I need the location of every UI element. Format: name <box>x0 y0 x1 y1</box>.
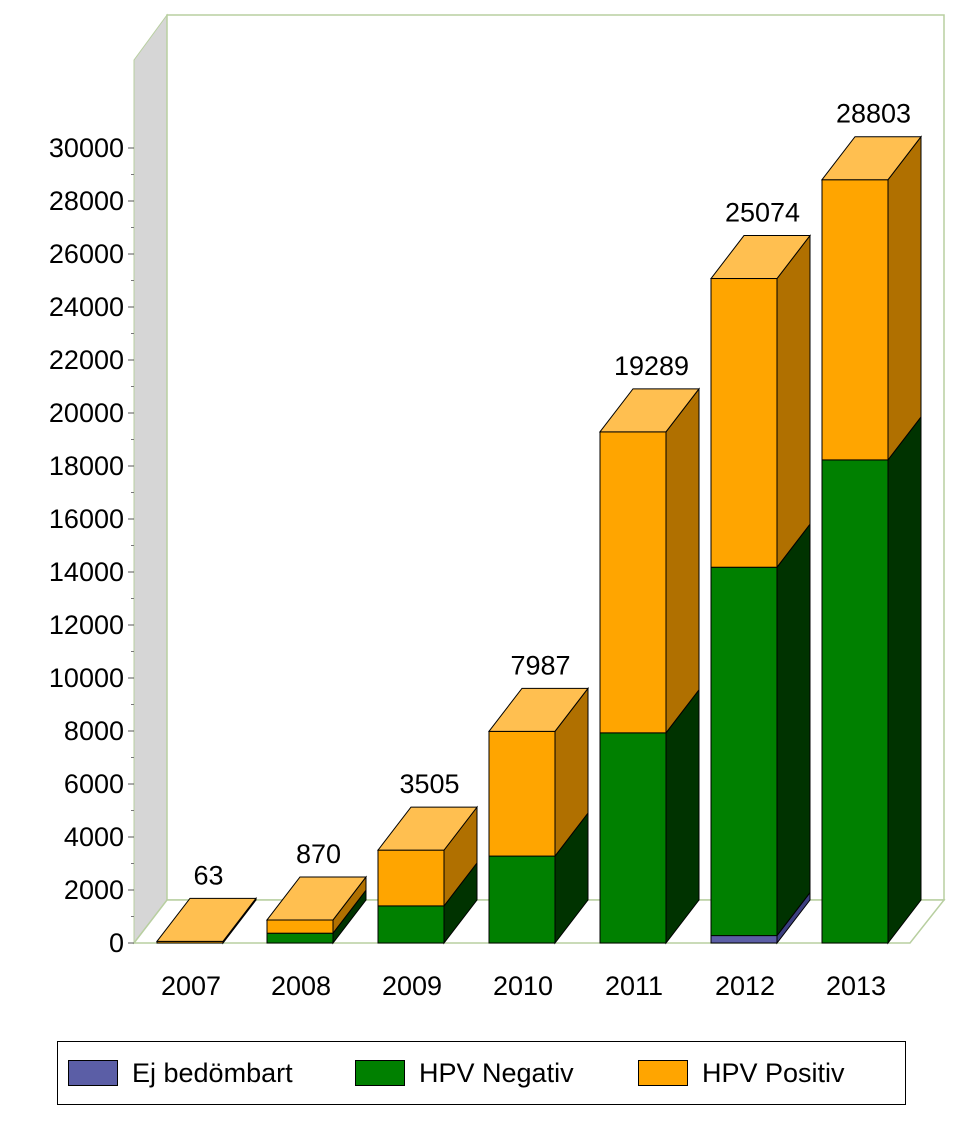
bar-segment-hpv-positiv-2012 <box>710 234 811 569</box>
bars <box>155 135 923 945</box>
stacked-3d-bar-chart: 0 2000 4000 6000 8000 10000 12000 14000 16000 180… <box>49 13 946 1001</box>
x-tick-label: 2011 <box>605 971 663 1001</box>
bar-front-hpv-negativ-2011 <box>599 732 667 944</box>
legend-label-hpv-positiv: HPV Positiv <box>702 1057 845 1088</box>
bar-stack-2008 <box>265 875 368 945</box>
bar-top-2007 <box>155 897 258 942</box>
bar-front-ej-bed-mbart-2012 <box>710 935 778 944</box>
y-tick-label: 14000 <box>49 557 124 587</box>
legend-label-ej-bedombart: Ej bedömbart <box>132 1057 293 1088</box>
y-tick-label: 12000 <box>49 610 124 640</box>
bar-top-2008 <box>265 876 368 921</box>
y-tick-label: 18000 <box>49 451 124 481</box>
legend: Ej bedömbart HPV Negativ HPV Positiv <box>57 1041 906 1105</box>
bar-front-hpv-negativ-2010 <box>488 855 556 944</box>
side-wall <box>133 13 168 945</box>
bar-side-hpv-negativ-2012 <box>776 522 811 938</box>
total-label-2012: 25074 <box>725 198 800 228</box>
bar-stack-2009 <box>376 805 479 945</box>
y-tick-label: 26000 <box>49 239 124 269</box>
bar-stack-2011 <box>598 387 701 945</box>
bar-side-hpv-positiv-2011 <box>665 387 700 735</box>
bar-stack-2007 <box>155 896 258 945</box>
bar-totals: 63 870 3505 7987 19289 25074 28803 <box>193 99 911 891</box>
bar-stack-2013 <box>820 135 923 945</box>
total-label-2008: 870 <box>296 839 341 869</box>
bar-front-hpv-negativ-2009 <box>377 905 445 944</box>
bar-front-hpv-negativ-2012 <box>710 566 778 937</box>
bar-side-hpv-negativ-2011 <box>665 688 700 945</box>
bar-front-hpv-negativ-2013 <box>821 459 889 944</box>
x-tick-label: 2013 <box>826 971 886 1001</box>
bar-stack-2010 <box>487 686 590 945</box>
legend-item-hpv-negativ: HPV Negativ <box>355 1042 574 1104</box>
x-tick-label: 2009 <box>382 971 442 1001</box>
total-label-2007: 63 <box>193 860 223 890</box>
total-label-2010: 7987 <box>510 650 570 680</box>
y-tick-label: 22000 <box>49 345 124 375</box>
y-tick-label: 2000 <box>64 875 124 905</box>
bar-side-hpv-negativ-2013 <box>887 415 922 945</box>
bar-top-2011 <box>598 388 701 433</box>
x-tick-label: 2010 <box>493 971 553 1001</box>
legend-swatch-hpv-negativ <box>355 1060 405 1086</box>
x-tick-label: 2012 <box>715 971 775 1001</box>
total-label-2011: 19289 <box>614 351 689 381</box>
legend-swatch-ej-bedombart <box>68 1060 118 1086</box>
x-tick-label: 2008 <box>271 971 331 1001</box>
bar-front-hpv-positiv-2011 <box>599 431 667 734</box>
legend-swatch-hpv-positiv <box>638 1060 688 1086</box>
y-tick-label: 28000 <box>49 186 124 216</box>
x-tick-label: 2007 <box>161 971 221 1001</box>
y-tick-label: 16000 <box>49 504 124 534</box>
total-label-2013: 28803 <box>836 99 911 129</box>
y-tick-label: 20000 <box>49 398 124 428</box>
bar-top-2010 <box>487 687 590 732</box>
bar-top-2009 <box>376 806 479 851</box>
y-tick-label: 6000 <box>64 769 124 799</box>
bar-segment-hpv-positiv-2013 <box>821 135 922 462</box>
bar-segment-hpv-positiv-2009 <box>377 805 478 908</box>
legend-item-hpv-positiv: HPV Positiv <box>638 1042 845 1104</box>
bar-top-2013 <box>820 136 923 181</box>
bar-front-hpv-positiv-2008 <box>266 919 334 934</box>
bar-side-hpv-positiv-2012 <box>776 234 811 569</box>
bar-segment-hpv-negativ-2009 <box>377 861 478 945</box>
y-axis: 0 2000 4000 6000 8000 10000 12000 14000 16000 180… <box>49 133 134 958</box>
bar-top-2012 <box>709 235 812 280</box>
bar-front-hpv-positiv-2009 <box>377 849 445 907</box>
bar-segment-hpv-negativ-2013 <box>821 415 922 945</box>
bar-side-hpv-positiv-2013 <box>887 135 922 462</box>
y-tick-label: 8000 <box>64 716 124 746</box>
y-tick-label: 30000 <box>49 133 124 163</box>
bar-segment-hpv-negativ-2012 <box>710 522 811 938</box>
y-tick-label: 4000 <box>64 822 124 852</box>
total-label-2009: 3505 <box>399 769 459 799</box>
bar-stack-2012 <box>709 234 812 945</box>
y-tick-label: 10000 <box>49 663 124 693</box>
bar-segment-hpv-positiv-2008 <box>266 875 367 935</box>
bar-front-hpv-positiv-2010 <box>488 730 556 857</box>
bar-front-hpv-negativ-2008 <box>266 932 334 944</box>
y-tick-label: 24000 <box>49 292 124 322</box>
legend-item-ej-bedombart: Ej bedömbart <box>68 1042 293 1104</box>
bar-segment-hpv-positiv-2011 <box>599 387 700 735</box>
bar-segment-hpv-positiv-2010 <box>488 686 589 858</box>
bar-front-hpv-positiv-2013 <box>821 179 889 461</box>
bar-front-hpv-positiv-2012 <box>710 278 778 568</box>
y-tick-label: 0 <box>109 928 124 958</box>
legend-label-hpv-negativ: HPV Negativ <box>419 1057 574 1088</box>
x-axis: 2007 2008 2009 2010 2011 2012 2013 <box>161 971 886 1001</box>
